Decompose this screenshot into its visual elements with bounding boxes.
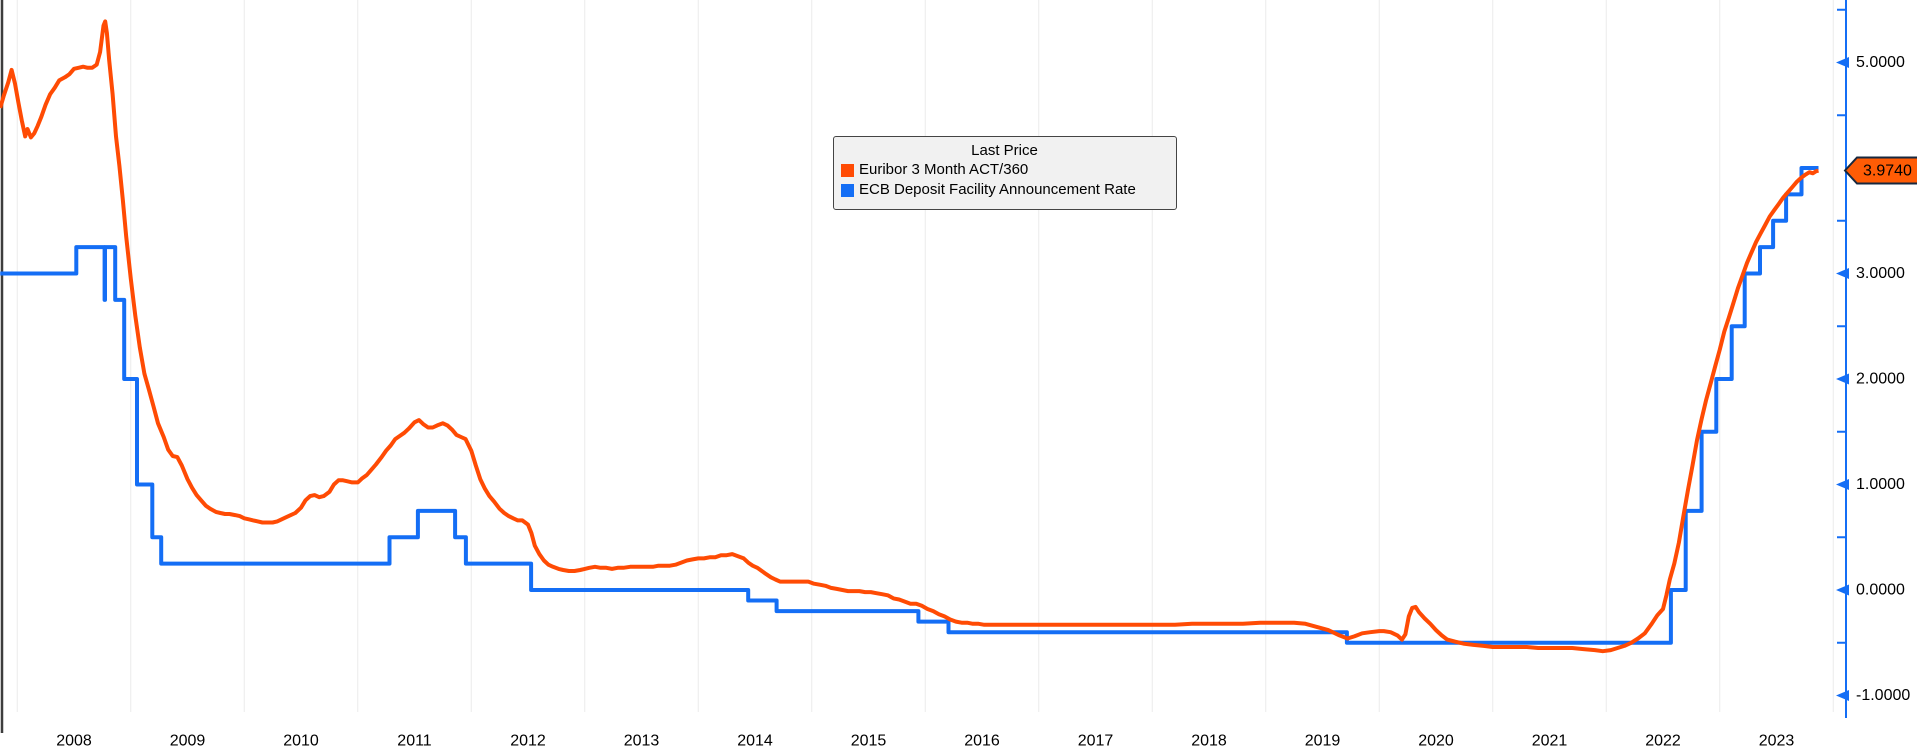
year-label: 2018 xyxy=(1191,733,1227,750)
ecb-deposit-rate-line xyxy=(0,166,1819,645)
year-label: 2012 xyxy=(510,733,546,750)
year-label: 2020 xyxy=(1418,733,1454,750)
major-tick-arrow-icon xyxy=(1836,584,1849,596)
year-label: 2017 xyxy=(1078,733,1114,750)
legend-item-euribor-label: Euribor 3 Month ACT/360 xyxy=(859,161,1029,178)
year-gridlines xyxy=(0,0,1834,733)
year-label: 2011 xyxy=(397,733,432,750)
value-axis-label: 0.0000 xyxy=(1856,582,1905,599)
year-label: 2009 xyxy=(170,733,206,750)
year-label: 2015 xyxy=(851,733,887,750)
year-label: 2014 xyxy=(737,733,773,750)
major-tick-arrow-icon xyxy=(1836,373,1849,385)
last-price-tag-label: 3.9740 xyxy=(1863,163,1912,180)
major-tick-arrow-icon xyxy=(1836,690,1849,701)
year-label: 2016 xyxy=(964,733,1000,750)
legend: Last Price Euribor 3 Month ACT/360 ECB D… xyxy=(833,136,1177,210)
legend-item-ecb[interactable]: ECB Deposit Facility Announcement Rate xyxy=(841,180,1168,200)
ecb-series-swatch-icon xyxy=(841,183,854,197)
year-label: 2023 xyxy=(1759,733,1795,750)
year-label: 2010 xyxy=(283,733,319,750)
major-tick-arrow-icon xyxy=(1836,479,1849,490)
euribor-series-swatch-icon xyxy=(841,163,854,177)
legend-title: Last Price xyxy=(971,142,1038,159)
value-axis-label: -1.0000 xyxy=(1856,687,1910,704)
series-lines xyxy=(0,19,1819,654)
year-label: 2013 xyxy=(624,733,660,750)
year-label: 2022 xyxy=(1645,733,1681,750)
value-axis-label: 2.0000 xyxy=(1856,371,1905,388)
euribor-3m-line xyxy=(0,19,1819,654)
last-price-tag xyxy=(1843,156,1917,185)
value-axis-label: 5.0000 xyxy=(1856,54,1905,71)
major-tick-arrow-icon xyxy=(1836,268,1849,279)
year-label: 2008 xyxy=(56,733,92,750)
value-axis-label: 1.0000 xyxy=(1856,476,1905,493)
value-axis-label: 3.0000 xyxy=(1856,265,1905,282)
year-label: 2019 xyxy=(1305,733,1341,750)
major-tick-arrow-icon xyxy=(1836,57,1849,68)
legend-item-euribor[interactable]: Euribor 3 Month ACT/360 xyxy=(841,160,1168,180)
right-value-axis: 5.0000 3.0000 2.0000 1.0000 0.0000 -1.0000 xyxy=(1836,0,1910,718)
year-label: 2021 xyxy=(1532,733,1568,750)
legend-item-ecb-label: ECB Deposit Facility Announcement Rate xyxy=(859,181,1136,198)
year-axis-labels: 2008 2009 2010 2011 2012 2013 2014 2015 2016 2017… xyxy=(56,733,1794,750)
